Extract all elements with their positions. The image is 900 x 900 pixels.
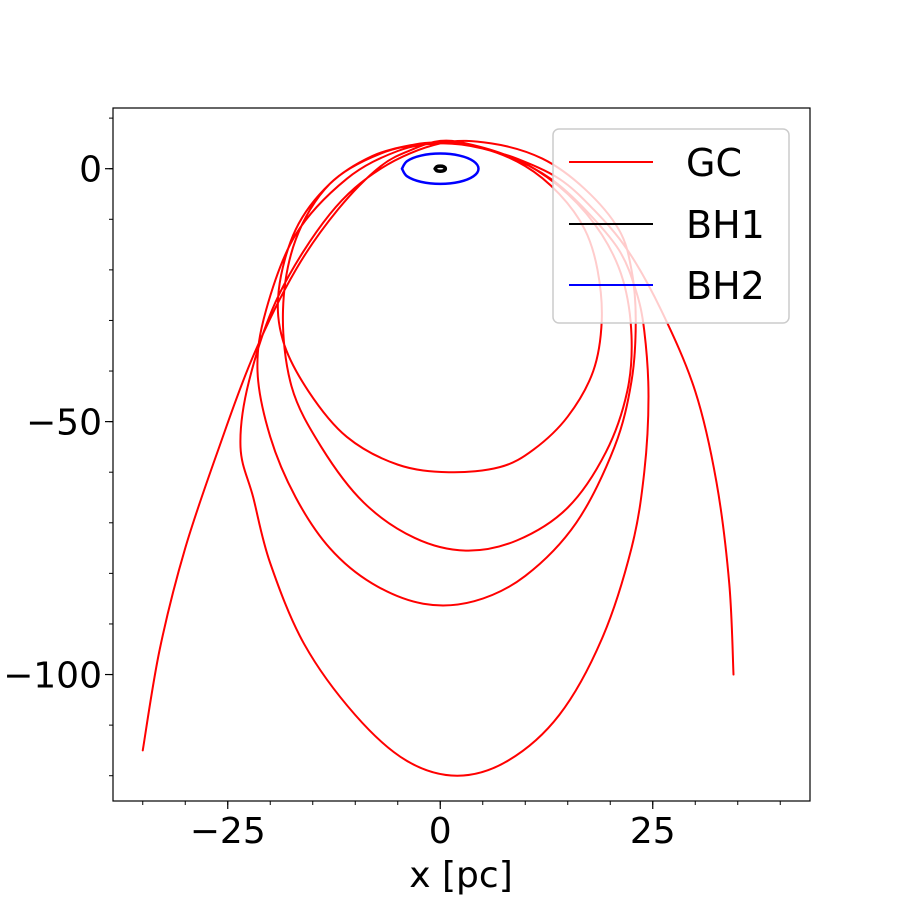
plot-frame bbox=[112, 107, 811, 802]
y-tick-label: 0 bbox=[79, 150, 102, 191]
series-layer bbox=[141, 139, 735, 777]
x-tick-label: −25 bbox=[190, 811, 266, 852]
series-line-bh1 bbox=[433, 164, 448, 173]
y-tick-label: −100 bbox=[3, 656, 102, 697]
series-line-bh2 bbox=[400, 152, 480, 186]
x-tick-label: 0 bbox=[429, 811, 452, 852]
legend: GC BH1 BH2 bbox=[552, 128, 790, 324]
x-tick-label: 25 bbox=[630, 811, 676, 852]
legend-label-bh1: BH1 bbox=[686, 203, 765, 247]
y-tick-label: −50 bbox=[26, 403, 102, 444]
ticks-layer: −25 0 25 0 −50 −100 bbox=[3, 117, 781, 852]
series-line-gc bbox=[141, 139, 735, 777]
x-axis-label: x [pc] bbox=[409, 855, 512, 896]
legend-label-gc: GC bbox=[686, 141, 742, 185]
legend-label-bh2: BH2 bbox=[686, 264, 765, 308]
legend-box bbox=[552, 128, 790, 324]
